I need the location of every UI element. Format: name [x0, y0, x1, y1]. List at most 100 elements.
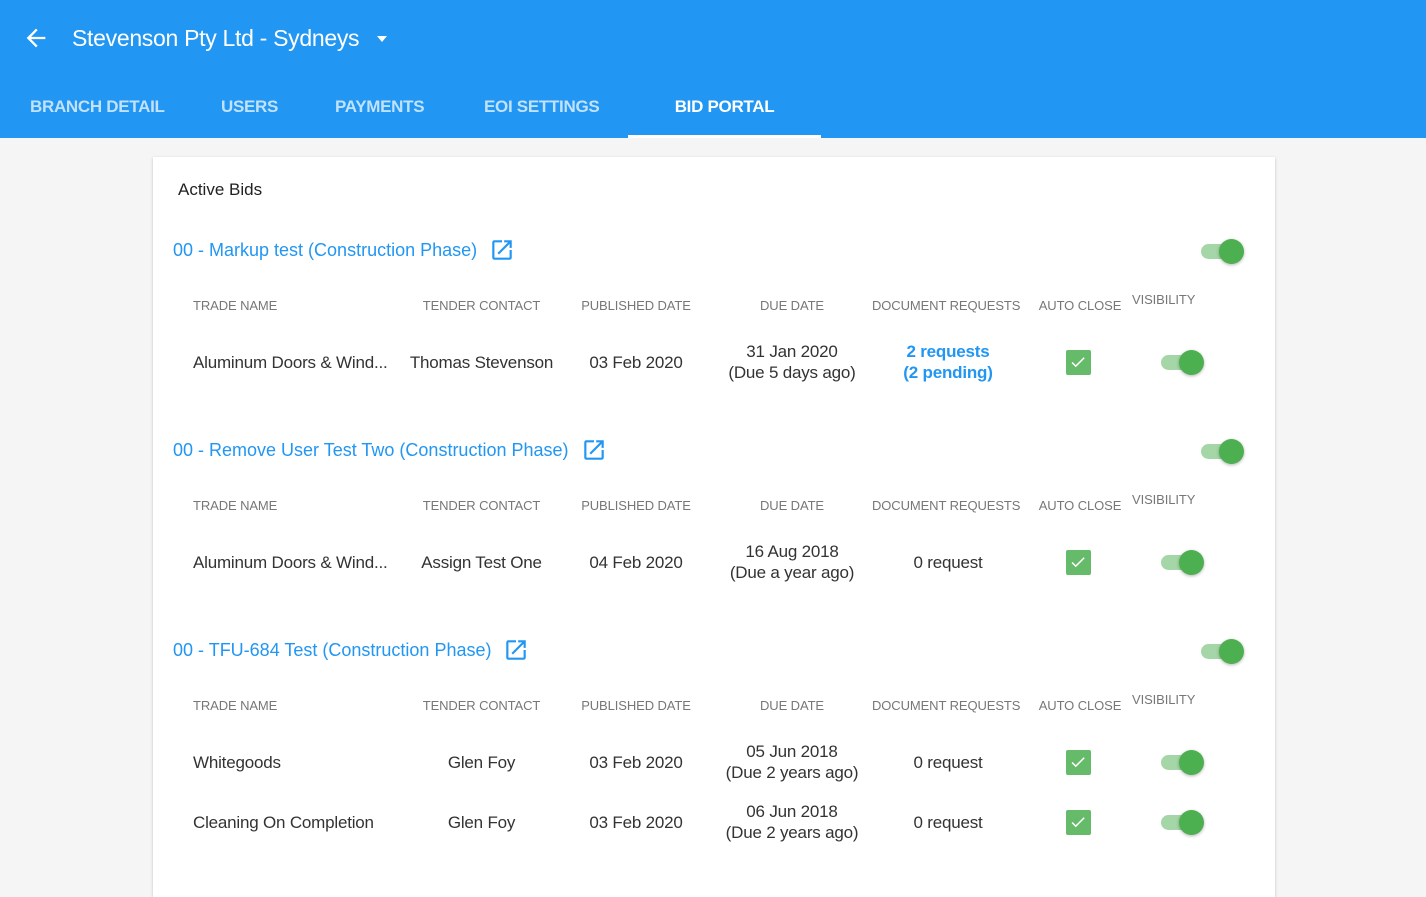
- column-header-docs: DOCUMENT REQUESTS: [872, 297, 1021, 313]
- requests-count: 0 request: [913, 812, 983, 832]
- column-header-trade: TRADE NAME: [193, 297, 278, 313]
- trade-name: Whitegoods: [193, 752, 281, 772]
- due-date: 06 Jun 2018 (Due 2 years ago): [712, 801, 872, 843]
- column-header-due: DUE DATE: [760, 697, 824, 713]
- check-icon: [1071, 757, 1085, 768]
- published-date: 04 Feb 2020: [589, 552, 683, 572]
- visibility-cell: [1132, 349, 1234, 375]
- column-header-auto: AUTO CLOSE: [1038, 497, 1122, 513]
- column-header-auto: AUTO CLOSE: [1038, 297, 1122, 313]
- document-requests[interactable]: 2 requests (2 pending): [872, 341, 1024, 383]
- requests-count: 0 request: [913, 552, 983, 572]
- branch-title: Stevenson Pty Ltd - Sydneys: [72, 25, 360, 51]
- due-relative: (Due 5 days ago): [728, 363, 856, 382]
- tab-eoi-settings[interactable]: EOI SETTINGS: [484, 97, 600, 116]
- table-row: Whitegoods Glen Foy 03 Feb 2020 05 Jun 2…: [173, 741, 1234, 783]
- bid-enabled-toggle[interactable]: [1201, 238, 1245, 264]
- tab-payments[interactable]: PAYMENTS: [335, 97, 425, 116]
- column-header-docs: DOCUMENT REQUESTS: [872, 497, 1021, 513]
- due-relative: (Due 2 years ago): [725, 763, 859, 782]
- open-external-icon[interactable]: [503, 637, 529, 663]
- open-external-icon[interactable]: [581, 437, 607, 463]
- bid-enabled-toggle[interactable]: [1201, 438, 1245, 464]
- pending-count[interactable]: (2 pending): [903, 363, 993, 382]
- column-header-docs: DOCUMENT REQUESTS: [872, 697, 1021, 713]
- visibility-toggle[interactable]: [1161, 349, 1205, 375]
- visibility-cell: [1132, 549, 1234, 575]
- column-header-trade: TRADE NAME: [193, 497, 278, 513]
- document-requests: 0 request: [872, 752, 1024, 773]
- visibility-cell: [1132, 809, 1234, 835]
- requests-count: 0 request: [913, 752, 983, 772]
- column-header-contact: TENDER CONTACT: [422, 697, 541, 713]
- card-title: Active Bids: [178, 180, 263, 199]
- tender-contact: Assign Test One: [421, 552, 542, 572]
- app-bar: Stevenson Pty Ltd - Sydneys BRANCH DETAI…: [0, 0, 1426, 138]
- table-row: Aluminum Doors & Wind... Thomas Stevenso…: [173, 341, 1234, 383]
- due-date-value: 06 Jun 2018: [746, 802, 838, 821]
- due-relative: (Due a year ago): [729, 563, 855, 582]
- column-header-published: PUBLISHED DATE: [581, 697, 691, 713]
- bid-title-link[interactable]: 00 - TFU-684 Test (Construction Phase): [173, 637, 529, 663]
- due-date: 31 Jan 2020 (Due 5 days ago): [712, 341, 872, 383]
- tender-contact: Glen Foy: [447, 812, 516, 832]
- due-date: 16 Aug 2018 (Due a year ago): [712, 541, 872, 583]
- tab-bid-portal[interactable]: BID PORTAL: [628, 80, 821, 138]
- column-header-visibility: VISIBILITY: [1132, 692, 1196, 707]
- arrow-left-icon[interactable]: [22, 24, 50, 52]
- bid-title[interactable]: 00 - Remove User Test Two (Construction …: [173, 439, 569, 460]
- due-date: 05 Jun 2018 (Due 2 years ago): [712, 741, 872, 783]
- open-external-icon[interactable]: [489, 237, 515, 263]
- check-icon: [1071, 557, 1085, 568]
- table-row: Cleaning On Completion Glen Foy 03 Feb 2…: [173, 801, 1234, 843]
- column-header-contact: TENDER CONTACT: [422, 497, 541, 513]
- published-date: 03 Feb 2020: [589, 812, 683, 832]
- column-header-due: DUE DATE: [760, 497, 824, 513]
- due-relative: (Due 2 years ago): [725, 823, 859, 842]
- column-header-visibility: VISIBILITY: [1132, 492, 1196, 507]
- published-date: 03 Feb 2020: [589, 352, 683, 372]
- due-date-value: 05 Jun 2018: [746, 742, 838, 761]
- auto-close-cell: [1024, 549, 1132, 575]
- column-header-trade: TRADE NAME: [193, 697, 278, 713]
- visibility-toggle[interactable]: [1161, 809, 1205, 835]
- auto-close-checkbox[interactable]: [1065, 749, 1091, 775]
- trade-name: Aluminum Doors & Wind...: [193, 352, 388, 372]
- table-row: Aluminum Doors & Wind... Assign Test One…: [173, 541, 1234, 583]
- auto-close-checkbox[interactable]: [1065, 349, 1091, 375]
- bid-title-link[interactable]: 00 - Markup test (Construction Phase): [173, 237, 515, 263]
- bid-title[interactable]: 00 - TFU-684 Test (Construction Phase): [173, 639, 492, 660]
- auto-close-cell: [1024, 349, 1132, 375]
- bid-title-link[interactable]: 00 - Remove User Test Two (Construction …: [173, 437, 607, 463]
- auto-close-cell: [1024, 809, 1132, 835]
- auto-close-cell: [1024, 749, 1132, 775]
- column-header-published: PUBLISHED DATE: [581, 297, 691, 313]
- tab-users[interactable]: USERS: [221, 97, 279, 116]
- auto-close-checkbox[interactable]: [1065, 809, 1091, 835]
- tender-contact: Thomas Stevenson: [409, 352, 554, 372]
- published-date: 03 Feb 2020: [589, 752, 683, 772]
- tab-branch-detail[interactable]: BRANCH DETAIL: [30, 97, 165, 116]
- column-header-contact: TENDER CONTACT: [422, 297, 541, 313]
- caret-down-icon[interactable]: [377, 36, 387, 42]
- bid-enabled-toggle[interactable]: [1201, 638, 1245, 664]
- document-requests: 0 request: [872, 812, 1024, 833]
- column-header-due: DUE DATE: [760, 297, 824, 313]
- due-date-value: 16 Aug 2018: [745, 542, 839, 561]
- visibility-toggle[interactable]: [1161, 749, 1205, 775]
- trade-name: Cleaning On Completion: [193, 812, 374, 832]
- requests-count[interactable]: 2 requests: [906, 342, 990, 361]
- visibility-cell: [1132, 749, 1234, 775]
- check-icon: [1071, 817, 1085, 828]
- column-header-published: PUBLISHED DATE: [581, 497, 691, 513]
- due-date-value: 31 Jan 2020: [746, 342, 838, 361]
- auto-close-checkbox[interactable]: [1065, 549, 1091, 575]
- column-header-auto: AUTO CLOSE: [1038, 697, 1122, 713]
- check-icon: [1071, 357, 1085, 368]
- document-requests: 0 request: [872, 552, 1024, 573]
- active-bids-card: Active Bids 00 - Markup test (Constructi…: [153, 157, 1275, 897]
- visibility-toggle[interactable]: [1161, 549, 1205, 575]
- trade-name: Aluminum Doors & Wind...: [193, 552, 388, 572]
- column-header-visibility: VISIBILITY: [1132, 292, 1196, 307]
- bid-title[interactable]: 00 - Markup test (Construction Phase): [173, 239, 478, 260]
